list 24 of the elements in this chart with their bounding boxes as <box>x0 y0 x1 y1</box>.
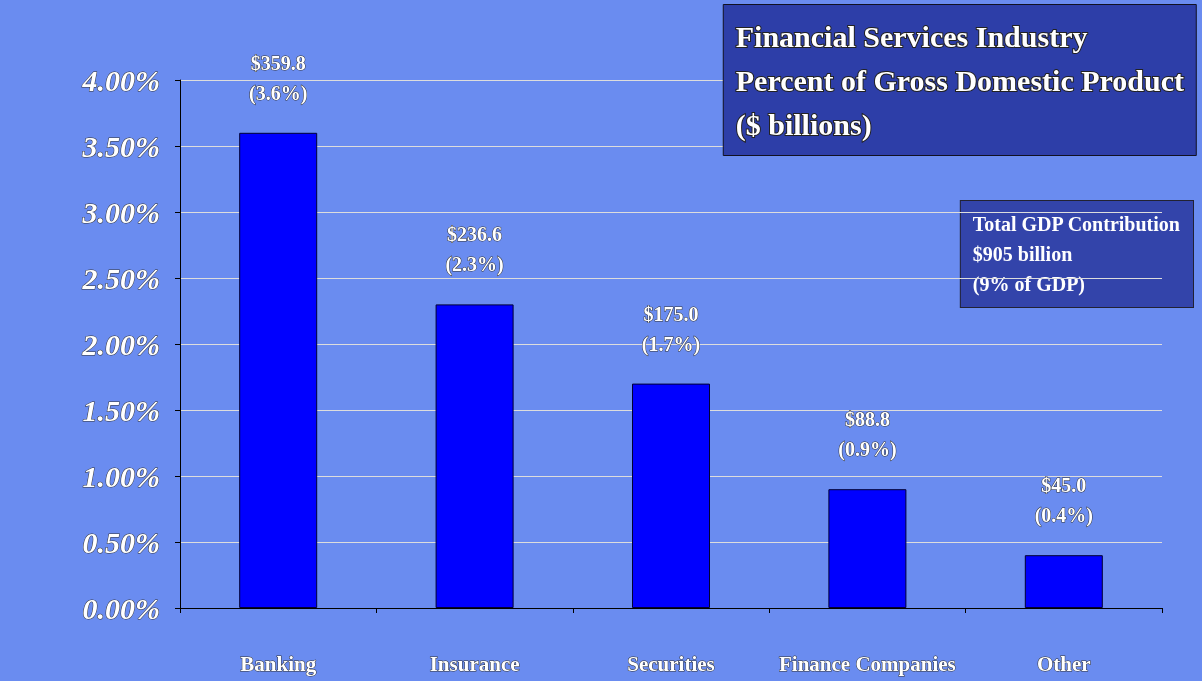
chart-title: Financial Services Industry Percent of Gross Domestic Product ($ billions) <box>735 19 1185 142</box>
x-tick-label: Finance Companies <box>779 651 956 676</box>
x-tick-label: Securities <box>627 651 715 676</box>
y-tick-label: 2.50% <box>81 261 160 295</box>
y-tick-label: 0.50% <box>82 525 160 559</box>
y-tick-label: 1.00% <box>82 459 160 493</box>
y-tick-label: 3.00% <box>81 195 160 229</box>
bar <box>1024 555 1103 608</box>
y-tick-label: 2.00% <box>81 327 160 361</box>
y-tick-label: 1.50% <box>82 393 160 427</box>
x-tick-label: Other <box>1036 651 1091 676</box>
bar <box>828 489 907 608</box>
x-tick-label: Insurance <box>429 651 520 676</box>
y-tick-label: 0.00% <box>82 591 160 625</box>
bar <box>435 304 514 608</box>
y-tick-label: 4.00% <box>81 63 160 97</box>
data-label: $88.8 (0.9%) <box>838 408 897 462</box>
data-label: $45.0 (0.4%) <box>1034 474 1093 528</box>
y-tick-label: 3.50% <box>81 129 160 163</box>
data-label: $359.8 (3.6%) <box>249 51 308 105</box>
bar <box>632 383 710 608</box>
x-tick-label: Banking <box>240 651 317 676</box>
data-label: $236.6 (2.3%) <box>445 223 504 277</box>
bar <box>239 132 318 608</box>
